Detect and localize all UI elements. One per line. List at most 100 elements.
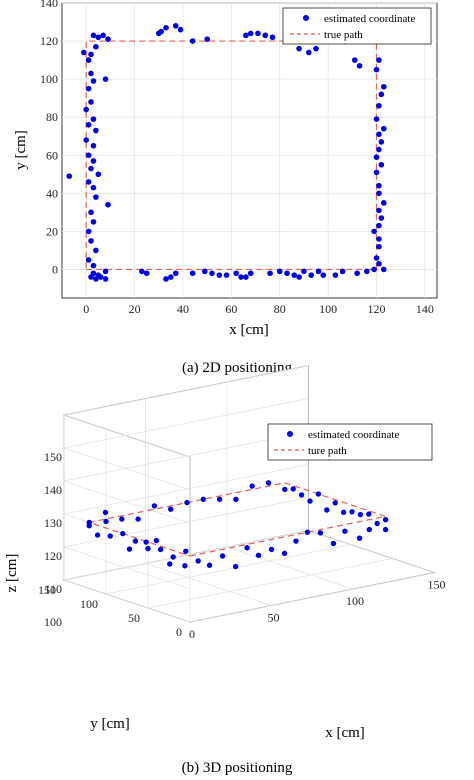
plot-2d-point: [247, 30, 254, 37]
plot-3d-xtick-label: 150: [428, 578, 446, 592]
plot-3d-point: [195, 558, 201, 564]
plot-3d-ztick-label: 120: [44, 549, 62, 563]
plot-2d-point: [332, 272, 339, 278]
plot-2d-ytick-label: 20: [46, 224, 58, 238]
plot-2d-point: [380, 83, 387, 90]
plot-2d-point: [356, 63, 363, 69]
plot-2d-point: [373, 116, 380, 122]
plot-2d-point: [102, 76, 109, 82]
plot-3d-point: [103, 518, 109, 525]
plot-2d-point: [376, 236, 382, 242]
plot-3d-point: [102, 509, 109, 516]
plot-2d-xtick-label: 140: [416, 302, 434, 316]
plot-3d-point: [249, 483, 255, 489]
plot-2d-xtick-label: 120: [368, 302, 386, 316]
plot-2d-point: [105, 36, 111, 42]
plot-3d-point: [255, 552, 262, 559]
plot-2d-point: [105, 201, 111, 208]
plot-3d: 0 50 100 150 0 50 100 150 100 110 120 130 140 150 x […: [4, 365, 446, 776]
plot-2d-point: [88, 99, 94, 105]
plot-2d-point: [315, 268, 322, 275]
plot-3d-legend-true-path: ture path: [308, 445, 347, 457]
plot-3d-gridline: [63, 579, 191, 623]
plot-2d-xtick-label: 60: [225, 302, 237, 316]
plot-3d-point: [145, 545, 151, 552]
plot-3d-point: [143, 539, 149, 545]
plot-2d-point: [296, 45, 302, 52]
plot-3d-xlabel: x [cm]: [325, 725, 365, 741]
plot-2d-point: [262, 32, 269, 39]
plot-3d-point: [332, 500, 338, 506]
plot-3d-point: [340, 509, 347, 515]
plot-2d-point: [168, 274, 174, 280]
plot-2d-point: [80, 49, 87, 56]
plot-2d-xtick-label: 40: [177, 302, 189, 316]
plot-2d-xtick-label: 80: [274, 302, 286, 316]
plot-2d-point: [66, 173, 73, 179]
plot-2d-point: [90, 158, 97, 164]
plot-2d-point: [320, 272, 327, 278]
plot-2d-point: [85, 122, 92, 128]
plot-2d-point: [209, 270, 215, 277]
plot-3d-xtick-label: 100: [346, 594, 364, 608]
plot-3d-point: [330, 540, 337, 547]
plot-2d-point: [97, 274, 104, 280]
plot-3d-point: [315, 491, 322, 497]
plot-3d-caption: (b) 3D positioning: [182, 760, 293, 776]
plot-2d-point: [376, 131, 382, 138]
plot-3d-tick-labels: 0 50 100 150 0 50 100 150 100 110 120 130 140 150: [38, 450, 446, 641]
plot-2d-point: [90, 78, 97, 84]
plot-3d-ztick-label: 130: [44, 516, 62, 530]
plot-3d-zlabel: z [cm]: [4, 554, 20, 593]
plot-3d-point: [94, 532, 101, 538]
plot-3d-gridline: [63, 546, 191, 590]
plot-2d-point: [95, 171, 102, 178]
plot-3d-ytick-label: 50: [128, 611, 140, 625]
plot-2d-ytick-label: 100: [40, 72, 58, 86]
plot-3d-gridline: [63, 365, 309, 416]
plot-2d-point: [380, 200, 387, 206]
plot-3d-point: [183, 548, 189, 554]
plot-3d-point: [366, 511, 372, 517]
plot-3d-point: [307, 498, 313, 504]
plot-2d-point: [284, 270, 290, 277]
plot-2d-xtick-label: 0: [83, 302, 89, 316]
plot-2d-point: [378, 91, 385, 98]
plot-2d-point: [378, 139, 385, 145]
plot-3d-gridline: [63, 464, 309, 515]
plot-2d-point: [85, 152, 92, 159]
plot-3d-point: [107, 533, 113, 539]
plot-3d-point: [168, 506, 174, 512]
plot-2d-point: [102, 276, 109, 282]
plot-3d-point: [119, 516, 125, 522]
plot-3d-ztick-label: 110: [44, 582, 62, 596]
plot-3d-point: [298, 492, 305, 498]
plot-2d-ytick-label: 0: [52, 262, 58, 276]
plot-3d-gridline: [63, 414, 191, 458]
plot-2d-point: [93, 194, 99, 200]
plot-3d-point: [382, 526, 389, 533]
plot-2d-point: [308, 272, 314, 278]
plot-3d-gridline: [63, 530, 309, 581]
plot-2d-point: [90, 219, 97, 225]
plot-3d-gridline: [308, 530, 435, 573]
plot-2d-ytick-label: 120: [40, 34, 58, 48]
plot-3d-point: [304, 529, 311, 535]
plot-3d-point: [167, 561, 173, 567]
plot-2d-point: [354, 270, 360, 277]
plot-3d-ytick-label: 150: [38, 583, 56, 597]
plot-3d-point: [293, 538, 299, 544]
plot-3d-point: [265, 480, 272, 486]
plot-2d-point: [267, 270, 273, 277]
plot-2d-point: [376, 190, 382, 197]
plot-2d-point: [93, 247, 99, 254]
plot-2d-point: [305, 49, 312, 56]
plot-3d-legend-box: [267, 423, 433, 461]
plot-2d-point: [380, 266, 387, 273]
plot-2d-point: [93, 276, 99, 282]
plot-2d-ytick-label: 40: [46, 186, 58, 200]
plot-2d-point: [378, 161, 385, 168]
plot-3d-legend: estimated coordinate ture path: [267, 423, 433, 461]
plot-2d-xtick-label: 100: [319, 302, 337, 316]
plot-2d-point: [88, 209, 94, 216]
